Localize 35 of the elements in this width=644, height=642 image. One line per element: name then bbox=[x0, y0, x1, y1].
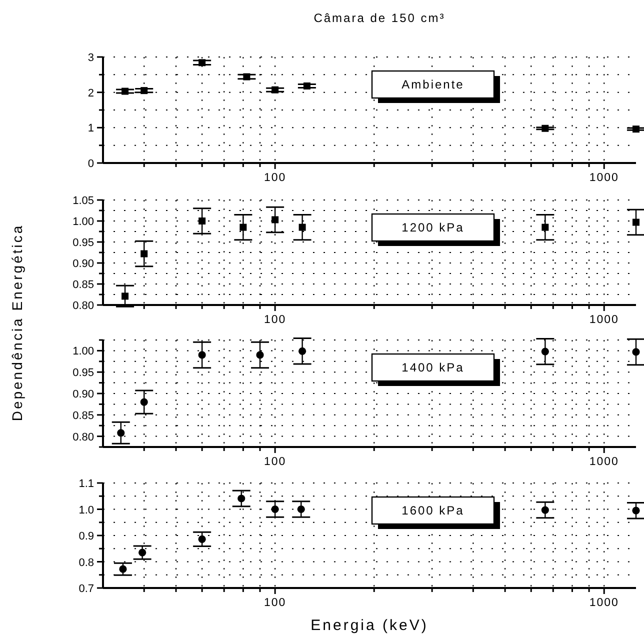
x-tick-label: 1000 bbox=[589, 456, 619, 468]
y-tick-label: 0.7 bbox=[78, 583, 94, 595]
x-tick-label: 1000 bbox=[589, 314, 619, 326]
y-tick-label: 0.95 bbox=[72, 237, 94, 249]
y-tick-label: 0.90 bbox=[72, 258, 94, 270]
annotation: Ambiente bbox=[402, 78, 464, 92]
y-tick-label: 0.9 bbox=[78, 530, 94, 542]
annotation: 1600 kPa bbox=[402, 504, 464, 518]
x-tick-label: 1000 bbox=[589, 172, 619, 184]
y-tick-label: 2 bbox=[88, 87, 94, 100]
y-tick-label: 1.00 bbox=[72, 346, 94, 358]
y-tick-label: 0.8 bbox=[78, 556, 94, 569]
y-tick-label: 0.80 bbox=[72, 300, 94, 312]
y-axis-title: Dependência Energética bbox=[9, 224, 25, 422]
y-tick-label: 0.90 bbox=[72, 388, 94, 400]
annotation: 1200 kPa bbox=[402, 220, 464, 234]
y-tick-label: 0 bbox=[88, 158, 94, 170]
y-tick-label: 1.05 bbox=[72, 195, 94, 207]
y-tick-label: 1 bbox=[88, 122, 94, 135]
y-tick-label: 0.80 bbox=[72, 431, 94, 444]
y-tick-label: 1.1 bbox=[78, 478, 94, 490]
annotation: 1400 kPa bbox=[402, 360, 464, 374]
x-tick-label: 100 bbox=[264, 172, 286, 184]
chart-title: Câmara de 150 cm³ bbox=[314, 11, 446, 25]
y-tick-label: 3 bbox=[88, 52, 94, 64]
y-tick-label: 0.95 bbox=[72, 367, 94, 380]
x-tick-label: 100 bbox=[264, 456, 286, 468]
y-tick-label: 1.0 bbox=[78, 504, 94, 516]
y-tick-label: 0.85 bbox=[72, 410, 94, 422]
y-tick-label: 0.85 bbox=[72, 279, 94, 291]
y-tick-label: 1.00 bbox=[72, 216, 94, 228]
x-axis-title: Energia (keV) bbox=[310, 617, 428, 634]
x-tick-label: 100 bbox=[264, 597, 286, 609]
x-tick-label: 100 bbox=[264, 314, 286, 326]
x-tick-label: 1000 bbox=[589, 597, 619, 609]
